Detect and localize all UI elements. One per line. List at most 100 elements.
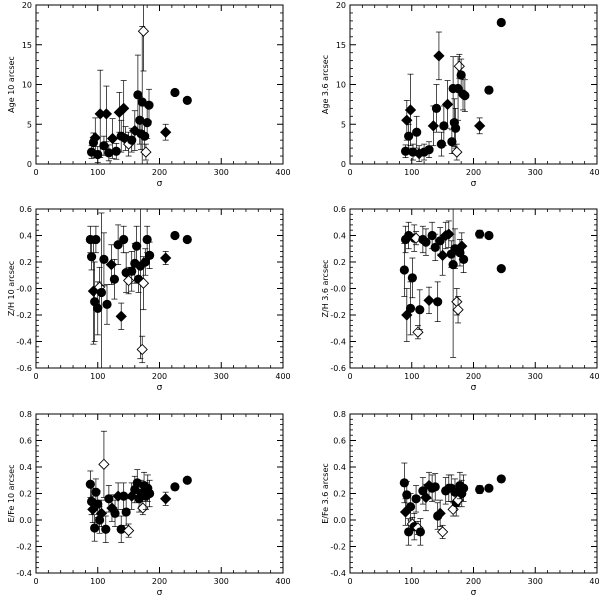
data-point-open-diamond: [136, 343, 148, 356]
x-tick-label: 300: [528, 577, 543, 586]
data-point-circle: [404, 131, 414, 141]
data-point-open-diamond: [453, 60, 465, 72]
x-tick-label: 0: [33, 577, 38, 586]
panel-2: 0 100 200 300 400 0 5 10 15 20 σ Age 3.6 arcsec: [321, 1, 600, 189]
data-point-circle: [99, 254, 109, 264]
data-point-circle: [145, 488, 155, 499]
y-tick-label: 0.2: [333, 490, 346, 499]
data-point-circle: [93, 499, 103, 509]
data-point-circle: [496, 474, 506, 484]
x-tick-label: 300: [214, 372, 229, 381]
data-point-open-diamond: [98, 458, 110, 470]
data-point-circle: [182, 475, 192, 485]
data-point-circle: [415, 305, 425, 315]
data-point-circle: [140, 257, 150, 267]
data-point-diamond: [441, 98, 454, 111]
x-tick-label: 0: [33, 372, 38, 381]
x-axis-label: σ: [471, 588, 477, 598]
x-axis-label: σ: [157, 383, 163, 393]
data-point-circle: [459, 254, 469, 264]
x-tick-label: 300: [528, 168, 543, 177]
data-point-circle: [140, 131, 150, 141]
y-tick-label: 15: [336, 41, 346, 50]
data-point-open-diamond: [412, 326, 424, 338]
data-point-circle: [133, 90, 143, 100]
data-point-circle: [459, 483, 469, 493]
plot-frame: [349, 413, 598, 574]
panel-4: 0 100 200 300 400 -0.6 -0.4 -0.2 -0.0 0.2 0.4 0.6 σ Z…: [321, 205, 600, 393]
y-tick-label: 0.8: [333, 410, 346, 419]
y-tick-label: -0.6: [330, 364, 346, 373]
data-point-circle: [475, 484, 485, 495]
data-point-circle: [399, 265, 409, 275]
data-point-diamond: [118, 102, 130, 114]
data-point-diamond: [89, 132, 101, 144]
y-tick-label: 20: [336, 1, 346, 10]
x-tick-label: 400: [275, 372, 290, 381]
data-point-diamond: [100, 108, 113, 120]
y-tick-label: 0.6: [333, 205, 346, 214]
data-point-circle: [110, 508, 120, 518]
y-tick-label: -0.4: [330, 338, 346, 347]
x-axis-label: σ: [471, 179, 477, 189]
x-tick-label: 200: [152, 372, 167, 381]
data-point-circle: [433, 297, 443, 307]
data-point-circle: [111, 146, 121, 156]
data-point-open-diamond: [122, 524, 135, 537]
data-point-circle: [411, 494, 421, 504]
data-point-circle: [430, 242, 440, 253]
y-tick-label: 20: [22, 1, 32, 10]
y-tick-label: -0.4: [16, 338, 32, 347]
x-tick-label: 300: [214, 168, 229, 177]
data-point-circle: [424, 145, 434, 155]
y-axis-label: E/Fe 10 arcsec: [7, 464, 16, 522]
y-tick-label: 5: [27, 120, 32, 129]
y-tick-label: -0.4: [330, 569, 346, 578]
y-tick-label: 0.2: [19, 258, 32, 267]
x-axis-label: σ: [157, 588, 163, 598]
y-tick-label: -0.2: [16, 543, 32, 552]
y-tick-label: 0: [27, 160, 32, 169]
x-tick-label: 200: [466, 577, 481, 586]
panel-6: 0 100 200 300 400 -0.4 -0.2 0.0 0.2 0.4 0.6 0.8 σ E/F…: [321, 410, 600, 598]
y-axis-label: E/Fe 3.6 arcsec: [321, 463, 330, 524]
data-point-circle: [102, 299, 112, 309]
data-point-circle: [104, 494, 114, 504]
data-point-circle: [427, 230, 437, 241]
y-tick-label: 0.6: [19, 437, 32, 446]
data-point-circle: [484, 230, 494, 241]
data-point-circle: [142, 234, 152, 245]
data-point-circle: [116, 524, 126, 534]
x-tick-label: 0: [347, 372, 352, 381]
data-point-diamond: [474, 120, 486, 132]
y-tick-label: 0.4: [19, 463, 32, 472]
y-tick-label: -0.6: [16, 364, 32, 373]
data-point-circle: [170, 87, 180, 98]
y-tick-label: 0.4: [19, 232, 32, 241]
data-point-circle: [460, 91, 470, 101]
x-tick-label: 100: [90, 168, 105, 177]
data-point-circle: [421, 237, 431, 247]
x-tick-label: 0: [33, 168, 38, 177]
x-axis-label: σ: [471, 383, 477, 393]
data-point-circle: [405, 303, 416, 313]
data-point-circle: [170, 482, 180, 492]
data-point-circle: [448, 260, 458, 270]
data-point-open-diamond: [137, 277, 150, 289]
plot-frame: [35, 4, 284, 165]
y-tick-label: 15: [22, 41, 32, 50]
y-tick-label: -0.0: [16, 285, 32, 294]
data-point-circle: [101, 524, 111, 534]
plot-frame: [35, 208, 284, 369]
y-tick-label: 5: [341, 120, 346, 129]
x-tick-label: 200: [466, 372, 481, 381]
data-point-circle: [430, 482, 440, 492]
data-point-diamond: [106, 132, 119, 145]
y-tick-label: 0.8: [19, 410, 32, 419]
data-point-circle: [91, 487, 101, 497]
data-point-circle: [144, 100, 154, 110]
data-point-circle: [182, 234, 192, 245]
x-tick-label: 400: [589, 372, 600, 381]
panel-5: 0 100 200 300 400 -0.4 -0.2 0.0 0.2 0.4 0.6 0.8 σ E/F…: [7, 410, 291, 598]
